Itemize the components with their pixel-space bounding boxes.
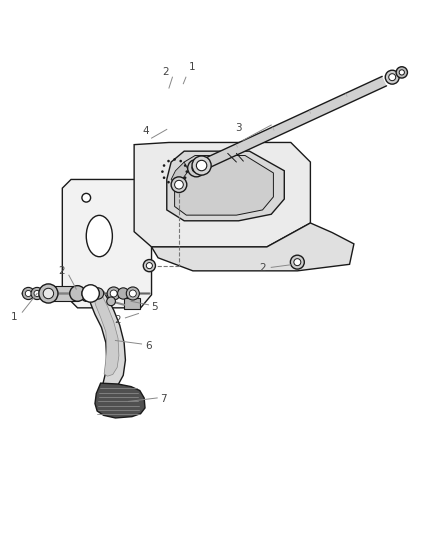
Text: 6: 6 [145, 341, 152, 351]
Polygon shape [124, 298, 140, 309]
Circle shape [110, 290, 117, 297]
Circle shape [31, 287, 43, 300]
Circle shape [25, 290, 32, 296]
Circle shape [173, 182, 176, 185]
Circle shape [399, 70, 404, 75]
Circle shape [192, 156, 211, 175]
Polygon shape [94, 291, 119, 376]
Text: 2: 2 [115, 314, 121, 325]
Circle shape [180, 160, 182, 163]
Polygon shape [171, 162, 188, 186]
Text: 4: 4 [143, 126, 149, 136]
Circle shape [196, 160, 207, 171]
Circle shape [175, 180, 184, 189]
Circle shape [143, 260, 155, 272]
Circle shape [163, 164, 166, 167]
Circle shape [187, 159, 205, 177]
Circle shape [396, 67, 407, 78]
Polygon shape [95, 383, 145, 418]
Circle shape [385, 70, 399, 84]
Circle shape [92, 288, 104, 299]
Text: 3: 3 [235, 123, 242, 133]
Circle shape [129, 290, 136, 297]
Circle shape [167, 181, 170, 183]
Text: 5: 5 [151, 302, 158, 312]
Text: 2: 2 [259, 263, 266, 273]
Circle shape [107, 297, 116, 305]
Circle shape [85, 290, 92, 297]
Polygon shape [199, 76, 387, 170]
Circle shape [185, 171, 188, 173]
Circle shape [294, 259, 301, 265]
Ellipse shape [86, 215, 113, 257]
Polygon shape [152, 223, 354, 271]
Text: 2: 2 [58, 266, 65, 276]
Circle shape [43, 288, 53, 298]
Circle shape [22, 287, 35, 300]
Circle shape [389, 74, 396, 80]
Circle shape [39, 284, 58, 303]
Text: 2: 2 [162, 67, 169, 77]
Circle shape [173, 158, 176, 161]
Circle shape [107, 287, 120, 300]
Circle shape [34, 290, 40, 296]
Circle shape [167, 160, 170, 163]
Text: 1: 1 [11, 312, 18, 321]
Text: 1: 1 [189, 62, 195, 72]
Circle shape [161, 171, 164, 173]
Circle shape [171, 177, 187, 192]
Circle shape [70, 286, 85, 301]
Circle shape [290, 255, 304, 269]
Polygon shape [167, 151, 284, 221]
Polygon shape [62, 180, 152, 308]
Polygon shape [53, 286, 78, 301]
Circle shape [82, 293, 91, 301]
Circle shape [192, 164, 201, 173]
Polygon shape [134, 142, 311, 247]
Circle shape [82, 285, 99, 302]
Circle shape [180, 181, 182, 183]
Circle shape [82, 193, 91, 202]
Circle shape [117, 288, 129, 299]
Ellipse shape [196, 160, 207, 171]
Text: 7: 7 [160, 394, 166, 404]
Circle shape [82, 287, 95, 300]
Circle shape [184, 176, 187, 179]
Polygon shape [175, 156, 273, 215]
Circle shape [146, 263, 152, 269]
Circle shape [163, 176, 166, 179]
Circle shape [184, 164, 187, 167]
Polygon shape [88, 288, 125, 389]
Circle shape [126, 287, 139, 300]
